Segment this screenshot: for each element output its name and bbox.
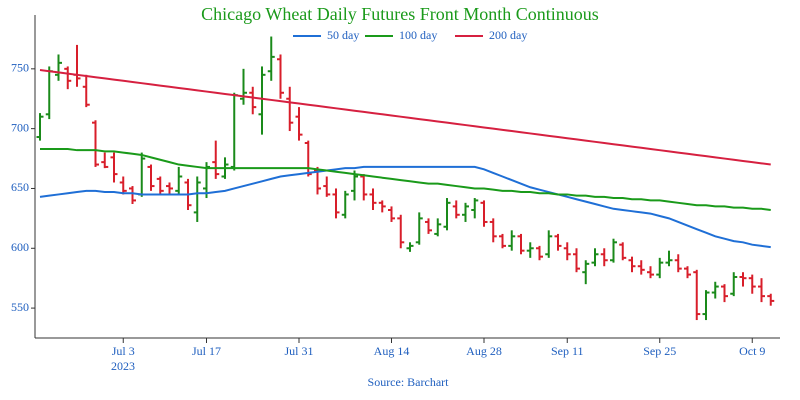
x-tick-label: Oct 9 bbox=[739, 344, 765, 358]
x-tick-label: Jul 3 bbox=[112, 344, 135, 358]
x-tick-label: Jul 17 bbox=[192, 344, 221, 358]
legend-label: 50 day bbox=[327, 28, 359, 42]
x-tick-label: Sep 25 bbox=[643, 344, 676, 358]
legend-label: 200 day bbox=[489, 28, 527, 42]
year-label: 2023 bbox=[111, 359, 135, 373]
y-tick-label: 600 bbox=[11, 240, 29, 254]
x-tick-label: Aug 14 bbox=[374, 344, 410, 358]
source: Source: Barchart bbox=[368, 375, 450, 389]
y-tick-label: 700 bbox=[11, 120, 29, 134]
legend-label: 100 day bbox=[399, 28, 437, 42]
y-tick-label: 750 bbox=[11, 61, 29, 75]
moving-average bbox=[39, 69, 771, 166]
x-tick-label: Aug 28 bbox=[466, 344, 502, 358]
x-tick-label: Jul 31 bbox=[284, 344, 313, 358]
y-tick-label: 550 bbox=[11, 300, 29, 314]
y-tick-label: 650 bbox=[11, 180, 29, 194]
chart-title: Chicago Wheat Daily Futures Front Month … bbox=[201, 4, 599, 24]
moving-average bbox=[40, 147, 771, 211]
moving-average bbox=[39, 165, 771, 249]
x-tick-label: Sep 11 bbox=[551, 344, 584, 358]
